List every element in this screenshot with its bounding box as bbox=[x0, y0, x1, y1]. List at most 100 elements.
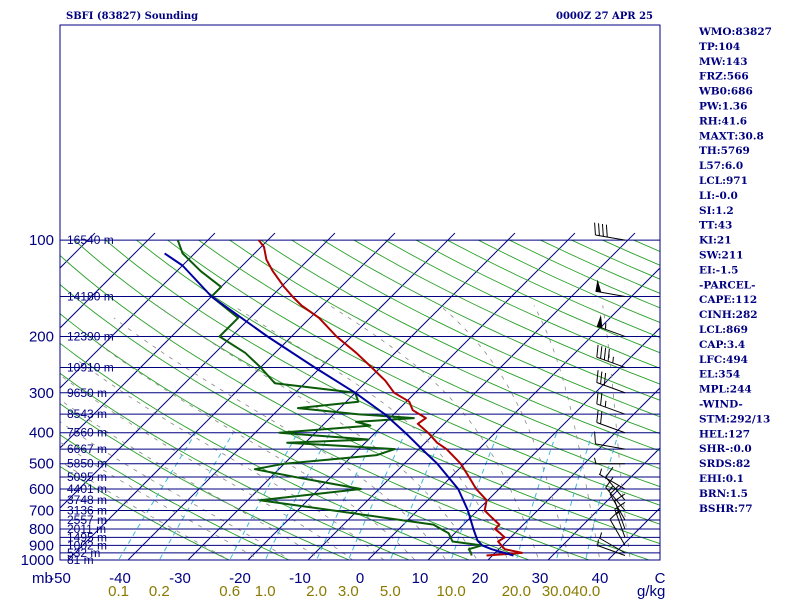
temperature-tick-label: -50 bbox=[49, 570, 71, 587]
sounding-indices-panel: WMO:83827 TP:104 MW:143 FRZ:566 WB0:686 PW:1.… bbox=[698, 26, 772, 515]
wind-barb bbox=[594, 457, 625, 465]
mixing-ratio-tick-label: 2.0 bbox=[306, 583, 327, 600]
height-label: 7560 m bbox=[67, 426, 107, 440]
height-label: 9650 m bbox=[67, 386, 107, 400]
pressure-tick-label: 500 bbox=[29, 456, 54, 473]
index-line: TH:5769 bbox=[699, 145, 750, 157]
parcel-profile bbox=[164, 252, 514, 557]
mixing-ratio-line bbox=[315, 432, 378, 560]
mixing-ratio-line bbox=[117, 432, 197, 560]
moist-adiabat-line bbox=[60, 399, 323, 560]
index-line: BSHR:77 bbox=[699, 503, 753, 515]
wind-barb bbox=[596, 314, 626, 337]
moist-adiabat-line bbox=[60, 441, 261, 560]
temperature-tick-label: C bbox=[655, 570, 666, 587]
wind-barb bbox=[596, 410, 626, 434]
height-label: 5095 m bbox=[67, 470, 107, 484]
height-label: 1002 m bbox=[67, 538, 107, 552]
index-line: -PARCEL- bbox=[699, 279, 755, 291]
isotherm-line bbox=[60, 232, 336, 509]
temperature-tick-label: -30 bbox=[169, 570, 191, 587]
mixing-ratio-unit: g/kg bbox=[637, 583, 665, 600]
mixing-ratio-tick-label: 1.0 bbox=[255, 583, 276, 600]
index-line: STM:292/13 bbox=[699, 413, 770, 425]
isotherm-line bbox=[60, 232, 216, 389]
index-line: RH:41.6 bbox=[699, 115, 747, 127]
wind-barb bbox=[594, 222, 626, 241]
station-title: SBFI (83827) Sounding bbox=[66, 11, 198, 22]
pressure-tick-label: 1000 bbox=[21, 552, 54, 569]
temperature-tick-label: 30 bbox=[532, 570, 549, 587]
temperature-tick-label: 40 bbox=[592, 570, 609, 587]
mixing-ratio-line bbox=[229, 432, 299, 560]
temperature-tick-label: 10 bbox=[412, 570, 429, 587]
dry-adiabat-line bbox=[105, 239, 660, 525]
dry-adiabat-line bbox=[60, 372, 411, 560]
isotherm-line bbox=[127, 232, 456, 560]
index-line: EHI:0.1 bbox=[699, 473, 744, 485]
index-line: BRN:1.5 bbox=[699, 488, 748, 500]
mixing-ratio-line bbox=[450, 432, 499, 560]
mixing-ratio-tick-label: 3.0 bbox=[338, 583, 359, 600]
height-label: 4401 m bbox=[67, 482, 107, 496]
dry-adiabat-line bbox=[353, 239, 660, 385]
mixing-ratio-line bbox=[264, 432, 331, 560]
index-line: TP:104 bbox=[699, 41, 740, 53]
index-line: SRDS:82 bbox=[699, 458, 751, 470]
wind-barb bbox=[605, 466, 626, 501]
index-line: LCL:869 bbox=[699, 324, 748, 336]
mixing-ratio-tick-label: 40.0 bbox=[571, 583, 600, 600]
mixing-ratio-line bbox=[389, 432, 444, 560]
dry-adiabat-line bbox=[60, 342, 471, 560]
dry-adiabat-line bbox=[167, 239, 660, 488]
pressure-unit-label: mb bbox=[32, 570, 53, 587]
index-line: MW:143 bbox=[699, 56, 748, 68]
dry-adiabat-line bbox=[74, 239, 660, 545]
wind-barb bbox=[609, 510, 626, 546]
height-label: 1495 m bbox=[67, 530, 107, 544]
mixing-ratio-line bbox=[585, 432, 619, 560]
valid-time: 0000Z 27 APR 25 bbox=[556, 11, 653, 22]
height-label: 14180 m bbox=[67, 289, 114, 303]
dry-adiabat-line bbox=[229, 239, 660, 452]
mixing-ratio-tick-label: 0.2 bbox=[149, 583, 170, 600]
moist-adiabat-line bbox=[60, 460, 230, 560]
moist-adiabat-line bbox=[60, 374, 354, 560]
dry-adiabat-line bbox=[60, 403, 351, 560]
index-line: HEL:127 bbox=[699, 428, 750, 440]
isotherm-line bbox=[607, 507, 660, 560]
height-label: 532 m bbox=[67, 546, 100, 560]
index-line: CAP:3.4 bbox=[699, 339, 745, 351]
dry-adiabat-line bbox=[260, 239, 660, 435]
index-line: CAPE:112 bbox=[699, 294, 757, 306]
pressure-tick-label: 700 bbox=[29, 502, 54, 519]
wind-barb bbox=[598, 468, 626, 490]
dry-adiabat-line bbox=[60, 254, 651, 560]
dry-adiabat-line bbox=[322, 239, 660, 401]
isotherm-line bbox=[487, 387, 660, 560]
mixing-ratio-tick-label: 0.1 bbox=[108, 583, 129, 600]
isotherm-line bbox=[427, 327, 660, 560]
index-line: -WIND- bbox=[699, 399, 743, 411]
index-line: LCL:971 bbox=[699, 175, 748, 187]
mixing-ratio-tick-label: 10.0 bbox=[437, 583, 466, 600]
dry-adiabat-line bbox=[136, 239, 660, 506]
height-label: 10910 m bbox=[67, 360, 114, 374]
index-line: PW:1.36 bbox=[699, 101, 747, 113]
height-label: 5850 m bbox=[67, 457, 107, 471]
index-line: WB0:686 bbox=[698, 86, 753, 98]
moist-adiabat-line bbox=[156, 305, 478, 560]
dry-adiabat-line bbox=[60, 465, 231, 560]
thermodynamic-background bbox=[60, 232, 660, 560]
sounding-profiles bbox=[164, 239, 524, 557]
index-line: EI:-1.5 bbox=[699, 264, 738, 276]
pressure-tick-label: 200 bbox=[29, 328, 54, 345]
isotherm-line bbox=[367, 267, 660, 560]
index-line: SW:211 bbox=[699, 250, 743, 262]
moist-adiabat-line bbox=[60, 421, 292, 560]
wind-barb bbox=[605, 477, 626, 511]
index-line: MPL:244 bbox=[699, 384, 752, 396]
wind-barb bbox=[596, 370, 626, 394]
mixing-ratio-tick-label: 5.0 bbox=[380, 583, 401, 600]
